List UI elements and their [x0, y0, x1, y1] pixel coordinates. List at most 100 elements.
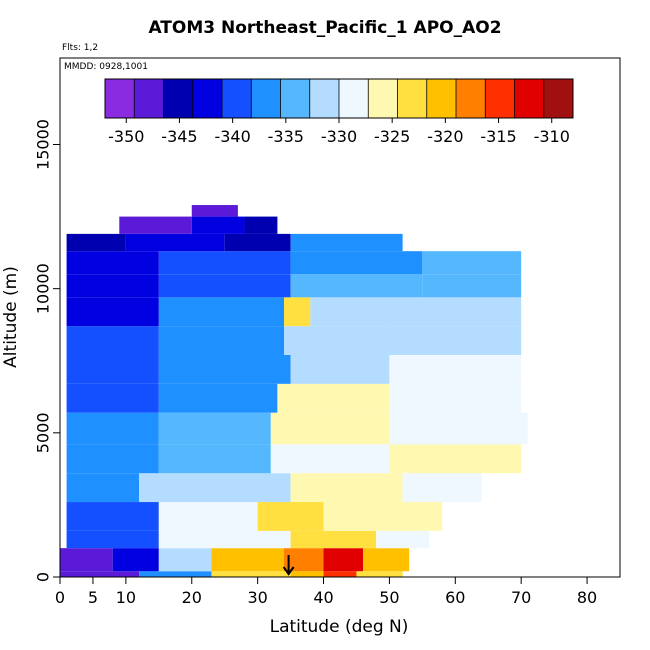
heatmap-cell — [389, 444, 522, 474]
y-tick-label: 10000 — [34, 263, 53, 314]
heatmap-cell — [158, 548, 212, 572]
heatmap-cell — [290, 251, 423, 275]
heatmap-cell — [270, 444, 390, 474]
colorbar-tick-label: -330 — [321, 127, 357, 146]
colorbar-segment — [280, 79, 311, 118]
heatmap-cell — [422, 251, 522, 275]
heatmap-cell — [191, 205, 238, 217]
colorbar-tick-label: -335 — [268, 127, 304, 146]
heatmap-cell — [112, 548, 159, 572]
x-tick-label: 80 — [577, 588, 597, 607]
marker-head — [282, 566, 295, 576]
heatmap-cell — [211, 571, 291, 577]
heatmap-cell — [290, 354, 390, 384]
y-axis-label: Altitude (m) — [1, 266, 21, 368]
plot-axes: 0 5 10 20 30 40 50 60 70 80 0 5000 10000 15000 — [34, 57, 621, 607]
colorbar-segment — [485, 79, 515, 118]
heatmap-cell — [66, 412, 159, 445]
colorbar-segment — [134, 79, 164, 118]
x-tick-label: 50 — [379, 588, 399, 607]
heatmap-cell — [158, 354, 291, 384]
heatmap-cell — [290, 274, 423, 298]
x-tick-label: 60 — [445, 588, 465, 607]
heatmap-cell — [66, 326, 159, 355]
heatmap-cell — [139, 473, 291, 503]
heatmap-cell — [290, 233, 403, 252]
colorbar-segment — [543, 79, 574, 118]
heatmap-cell — [310, 297, 522, 327]
x-tick-label: 40 — [313, 588, 333, 607]
heatmap-cell — [191, 216, 245, 234]
colorbar-segment — [397, 79, 428, 118]
heatmap-cell — [290, 530, 377, 549]
heatmap-cell — [323, 548, 364, 572]
colorbar-tick-label: -315 — [480, 127, 516, 146]
heatmap-cell — [323, 502, 443, 531]
latitude-marker-arrow — [282, 555, 295, 576]
heatmap-cell — [270, 412, 390, 445]
heatmap-cell — [66, 251, 159, 275]
heatmap-cell — [158, 251, 291, 275]
colorbar-segment — [163, 79, 194, 118]
heatmap-cell — [244, 216, 278, 234]
heatmap-cell — [139, 571, 212, 577]
heatmap-cell — [277, 383, 390, 413]
colorbar-tick-label: -320 — [427, 127, 463, 146]
heatmap-cell — [356, 571, 403, 577]
colorbar-segment — [192, 79, 223, 118]
heatmap-cell — [66, 354, 159, 384]
colorbar-segment — [339, 79, 369, 118]
heatmap-cell — [290, 473, 403, 503]
heatmap-cells — [60, 205, 528, 577]
colorbar-segment — [456, 79, 486, 118]
colorbar-segment — [426, 79, 457, 118]
colorbar-tick-label: -325 — [374, 127, 410, 146]
heatmap-cell — [158, 412, 271, 445]
heatmap-cell — [389, 412, 528, 445]
heatmap-cell — [389, 354, 522, 384]
heatmap-cell — [66, 274, 159, 298]
heatmap-cell — [224, 233, 291, 252]
x-tick-label: 5 — [88, 588, 98, 607]
heatmap-cell — [290, 571, 324, 577]
x-tick-label: 0 — [55, 588, 65, 607]
colorbar-tick-label: -310 — [534, 127, 570, 146]
heatmap-cell — [60, 571, 140, 577]
heatmap-cell — [158, 297, 284, 327]
colorbar-segment — [368, 79, 398, 118]
heatmap-cell — [66, 383, 159, 413]
heatmap-cell — [389, 326, 522, 355]
flights-note: Flts: 1,2 — [62, 43, 99, 53]
heatmap-cell — [211, 548, 284, 572]
y-tick-label: 0 — [34, 572, 53, 582]
heatmap-cell — [284, 326, 390, 355]
colorbar-segment — [514, 79, 545, 118]
heatmap-cell — [66, 233, 126, 252]
heatmap-cell — [66, 530, 159, 549]
colorbar-segment — [222, 79, 252, 118]
heatmap-cell — [119, 216, 192, 234]
x-tick-label: 30 — [247, 588, 267, 607]
colorbar-segment — [309, 79, 340, 118]
heatmap-cell — [363, 548, 410, 572]
colorbar-segment — [105, 79, 135, 118]
colorbar-tick-label: -340 — [214, 127, 250, 146]
heatmap-cell — [158, 502, 258, 531]
colorbar-tick-label: -345 — [161, 127, 197, 146]
heatmap-cell — [66, 502, 159, 531]
chart-title: ATOM3 Northeast_Pacific_1 APO_AO2 — [148, 18, 502, 38]
heatmap-cell — [66, 444, 159, 474]
date-note: MMDD: 0928,1001 — [64, 62, 148, 72]
heatmap-cell — [402, 473, 482, 503]
y-tick-label: 5000 — [34, 412, 53, 453]
heatmap-cell — [422, 274, 522, 298]
heatmap-cell — [66, 297, 159, 327]
x-tick-label: 70 — [511, 588, 531, 607]
heatmap-cell — [158, 326, 284, 355]
heatmap-cell — [66, 473, 140, 503]
heatmap-cell — [125, 233, 225, 252]
colorbar: -350 -345 -340 -335 -330 -325 -320 -315 -310 — [104, 78, 574, 146]
heatmap-cell — [284, 297, 311, 327]
x-tick-label: 10 — [116, 588, 136, 607]
